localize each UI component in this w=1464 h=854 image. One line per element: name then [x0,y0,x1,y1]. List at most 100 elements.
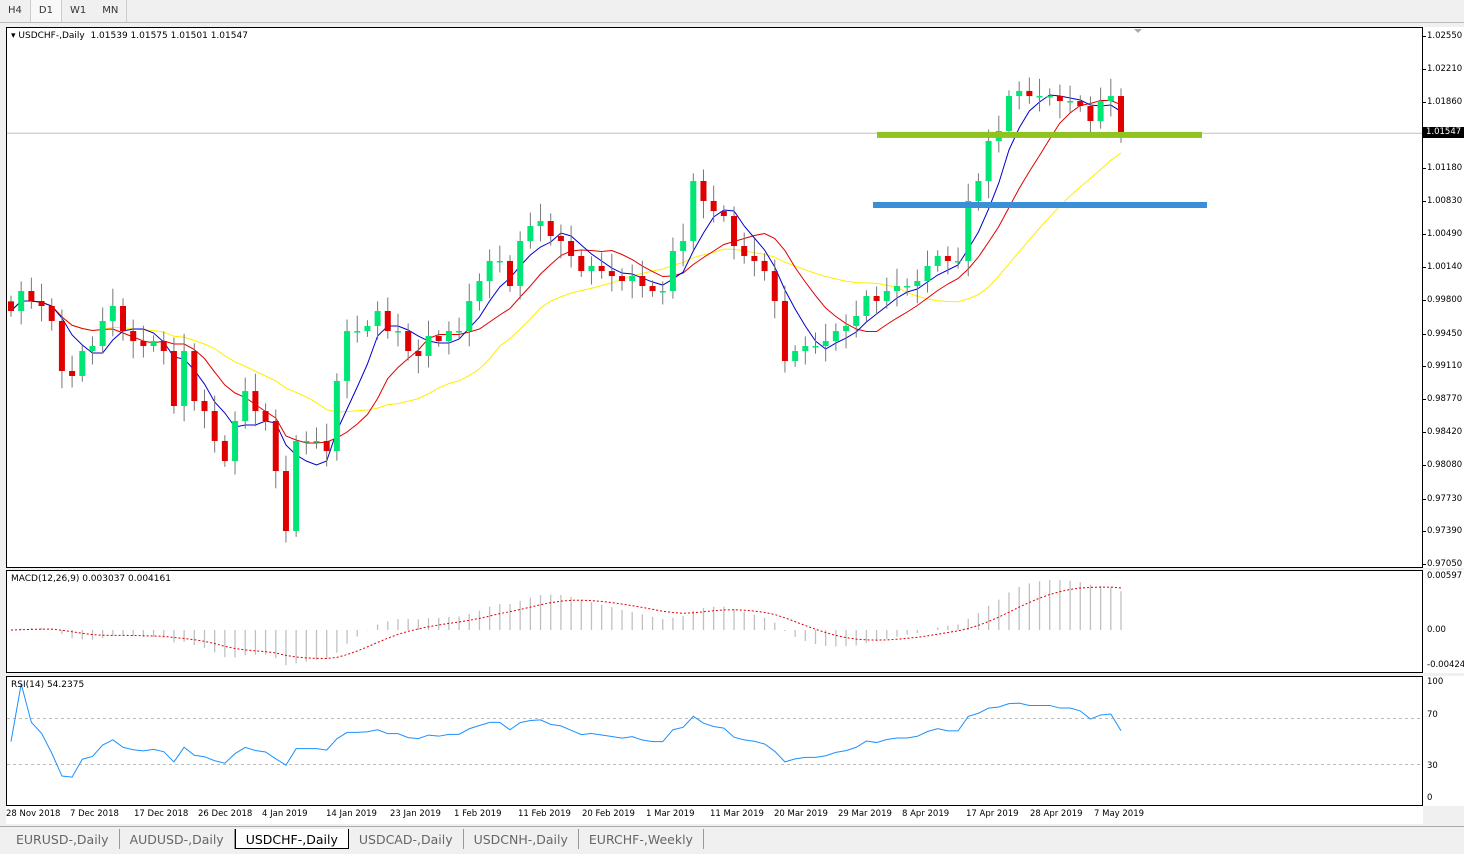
timeframe-w1[interactable]: W1 [69,5,87,16]
rsi-line [10,683,1122,778]
candle-body [720,211,727,217]
price-axis-label: 0.97390 [1427,526,1463,537]
price-tick [1423,36,1426,37]
candle-body [496,260,503,263]
candle-body [140,341,147,347]
tab-eurusd[interactable]: EURUSD-,Daily [6,829,120,849]
candle-body [934,255,941,266]
tab-usdchf[interactable]: USDCHF-,Daily [234,829,349,849]
candle-body [1005,96,1012,131]
candle-body [700,181,707,201]
timeframe-d1[interactable]: D1 [30,0,62,22]
candle-body [252,391,259,412]
candle-body [537,221,544,227]
candle-body [781,301,788,361]
candle-body [1016,90,1023,97]
price-axis-label: 1.01180 [1427,162,1463,173]
candle-body [873,296,880,301]
candle-body [690,181,697,241]
price-axis-label: 0.98420 [1427,427,1463,438]
timeframe-h4[interactable]: H4 [0,0,31,22]
date-label: 7 Dec 2018 [70,809,119,819]
candle-body [1077,101,1084,107]
current-price-label: 1.01547 [1423,127,1464,138]
price-chart[interactable]: ▾ USDCHF-,Daily 1.01539 1.01575 1.01501 … [6,27,1423,568]
candle-body [883,291,890,301]
price-axis-label: 0.98770 [1427,393,1463,404]
candle-body [741,245,748,256]
candle-body [486,260,493,282]
price-tick [1423,366,1426,368]
candle-body [8,301,14,311]
ohlc-values: 1.01539 1.01575 1.01501 1.01547 [90,31,248,41]
date-label: 8 Apr 2019 [902,809,950,819]
candle-body [456,331,463,333]
candle-body [272,421,279,472]
candle-body [181,351,188,407]
candle-body [120,305,127,332]
candle-body [557,236,564,241]
candle-body [28,291,35,301]
candle-body [965,200,972,261]
price-tick [1423,102,1426,104]
ma-slow-line [10,152,1122,413]
tab-usdcad[interactable]: USDCAD-,Daily [349,829,464,849]
candle-body [985,140,992,181]
candle-body [364,325,371,332]
price-axis-label: 1.01860 [1427,97,1463,108]
candle-body [771,271,778,301]
candle-body [568,241,575,256]
candle-body [425,336,432,357]
price-tick [1423,68,1426,70]
candle-body [853,315,860,326]
tab-eurchf[interactable]: EURCHF-,Weekly [579,829,704,849]
date-label: 20 Mar 2019 [774,809,828,819]
price-tick [1423,201,1426,203]
price-tick [1423,564,1426,565]
candle-body [761,260,768,272]
candle-body [313,440,320,443]
date-label: 26 Dec 2018 [198,809,253,819]
candle-body [506,260,513,287]
timeframe-mn[interactable]: MN [94,0,128,22]
macd-panel[interactable]: MACD(12,26,9) 0.003037 0.004161 [6,570,1423,673]
date-label: 1 Feb 2019 [454,809,502,819]
candle-body [394,331,401,333]
chart-title: ▾ USDCHF-,Daily 1.01539 1.01575 1.01501 … [11,31,248,41]
tab-audusd[interactable]: AUDUSD-,Daily [120,829,235,849]
candle-body [99,320,106,347]
rsi-axis-label: 0 [1427,793,1433,803]
candle-body [170,351,177,407]
candle-body [904,286,911,288]
price-tick [1423,233,1426,235]
candle-body [69,370,76,376]
rsi-axis: 100 70 30 0 [1423,676,1464,806]
candle-body [191,351,198,402]
candle-body [578,255,585,272]
candle-body [242,391,249,421]
candle-body [843,325,850,332]
candle-body [527,226,534,241]
candle-body [58,320,65,371]
price-axis-label: 0.99450 [1427,328,1463,339]
price-axis-label: 0.98080 [1427,460,1463,471]
candle-body [802,346,809,352]
candle-body [975,181,982,201]
candle-body [232,421,239,462]
candle-body [18,291,25,311]
rsi-axis-label: 100 [1427,677,1444,687]
candle-body [466,301,473,332]
price-tick [1423,398,1426,400]
candle-body [955,260,962,263]
candle-body [48,305,55,321]
price-tick [1423,267,1426,269]
candle-body [415,351,422,357]
candle-body [680,241,687,251]
candle-body [476,281,483,301]
tab-usdcnh[interactable]: USDCNH-,Daily [464,829,579,849]
rsi-panel[interactable]: RSI(14) 54.2375 [6,676,1423,806]
candle-body [914,281,921,287]
candle-body [354,331,361,333]
candle-body [89,346,96,352]
candle-body [150,341,157,347]
